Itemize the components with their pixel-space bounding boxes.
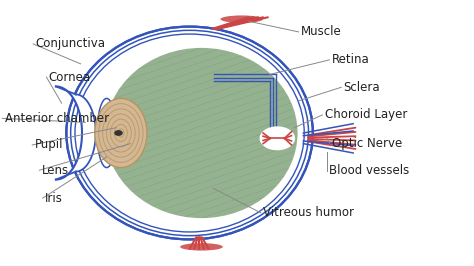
Text: Vitreous humor: Vitreous humor <box>263 206 354 219</box>
Text: Conjunctiva: Conjunctiva <box>36 38 106 50</box>
Text: Pupil: Pupil <box>35 139 63 151</box>
Text: Blood vessels: Blood vessels <box>329 164 410 177</box>
Text: Muscle: Muscle <box>301 26 342 38</box>
Ellipse shape <box>180 243 223 251</box>
Text: Cornea: Cornea <box>49 71 91 84</box>
Ellipse shape <box>66 27 313 239</box>
Ellipse shape <box>220 15 263 23</box>
Ellipse shape <box>105 48 298 218</box>
Text: Anterior chamber: Anterior chamber <box>5 112 109 125</box>
Text: Lens: Lens <box>42 164 69 177</box>
Text: Sclera: Sclera <box>344 81 380 94</box>
Ellipse shape <box>114 130 123 136</box>
Polygon shape <box>56 86 96 180</box>
Text: Retina: Retina <box>332 53 370 66</box>
Text: Choroid Layer: Choroid Layer <box>325 109 407 121</box>
Text: Optic Nerve: Optic Nerve <box>332 137 402 149</box>
Ellipse shape <box>95 98 147 168</box>
Text: Iris: Iris <box>45 192 63 205</box>
Ellipse shape <box>259 126 295 150</box>
